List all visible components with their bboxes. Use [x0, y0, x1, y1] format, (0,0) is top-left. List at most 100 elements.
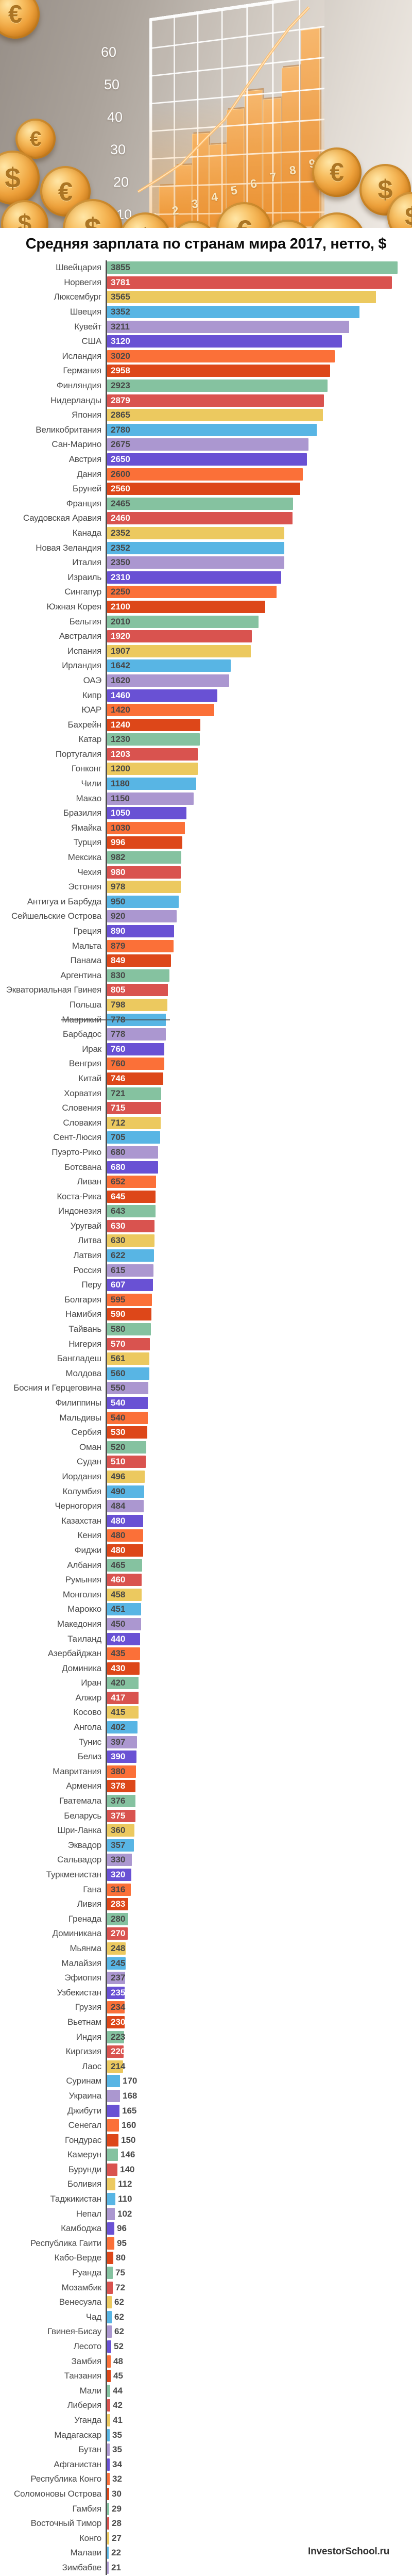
bar-cell: 42 — [106, 2398, 412, 2413]
country-label: Камбоджа — [61, 2223, 101, 2234]
bar-cell: 3565 — [106, 290, 412, 305]
country-label: Республика Гаити — [30, 2238, 101, 2248]
value-bar: 760 — [107, 1058, 164, 1070]
country-label: Либерия — [67, 2400, 102, 2410]
country-label: США — [81, 336, 101, 346]
bar-cell: 380 — [106, 1764, 412, 1779]
value-label: 510 — [111, 1457, 126, 1467]
value-label: 630 — [111, 1220, 126, 1231]
value-bar: 2100 — [107, 600, 265, 613]
title-band: Средняя зарплата по странам мира 2017, н… — [0, 228, 412, 260]
value-bar: 849 — [107, 954, 171, 967]
chart-row: Лаос 214 — [0, 2059, 412, 2074]
bar-cell: 165 — [106, 2103, 412, 2118]
value-bar: 237 — [107, 1972, 125, 1985]
value-label: 35 — [112, 2445, 122, 2455]
value-bar — [107, 2193, 115, 2206]
country-label: Латвия — [73, 1250, 101, 1261]
bar-cell: 2010 — [106, 614, 412, 629]
country-label: Сербия — [71, 1427, 102, 1438]
value-bar — [107, 2134, 118, 2146]
value-label: 22 — [111, 2548, 121, 2558]
country-label: Бурунди — [68, 2164, 101, 2174]
bar-cell: 96 — [106, 2221, 412, 2236]
bar-cell: 615 — [106, 1263, 412, 1278]
country-label: Сан-Марино — [52, 439, 101, 450]
chart-row: Экваториальная Гвинея 805 — [0, 983, 412, 998]
value-bar: 451 — [107, 1603, 141, 1616]
bar-cell: 270 — [106, 1926, 412, 1941]
value-bar: 1030 — [107, 821, 185, 834]
country-label: Румыния — [65, 1575, 101, 1585]
value-bar: 561 — [107, 1352, 149, 1365]
country-label: Южная Корея — [46, 601, 101, 612]
bar-cell: 2923 — [106, 378, 412, 393]
value-bar: 430 — [107, 1662, 140, 1675]
country-label: Гренада — [68, 1913, 101, 1924]
bar-cell: 715 — [106, 1100, 412, 1116]
value-bar: 270 — [107, 1927, 128, 1940]
country-label: Украина — [68, 2090, 102, 2101]
country-label: Афганистан — [54, 2459, 101, 2469]
value-label: 1907 — [111, 646, 130, 656]
chart-row: Зимбабве 21 — [0, 2560, 412, 2575]
bar-cell: 460 — [106, 1572, 412, 1588]
value-label: 223 — [111, 2032, 126, 2042]
bar-cell: 150 — [106, 2133, 412, 2148]
bar-cell: 849 — [106, 953, 412, 968]
bar-cell: 2865 — [106, 407, 412, 423]
country-label: Чад — [85, 2311, 101, 2322]
value-label: 1203 — [111, 749, 130, 759]
country-label: Восточный Тимор — [30, 2518, 102, 2529]
chart-row: Италия 2350 — [0, 555, 412, 570]
country-label: Нидерланды — [50, 395, 101, 405]
bar-cell: 480 — [106, 1513, 412, 1529]
country-label: Доминикана — [52, 1928, 102, 1939]
value-label: 2350 — [111, 557, 130, 568]
value-bar — [107, 2089, 120, 2102]
bar-cell: 520 — [106, 1440, 412, 1455]
chart-row: Фиджи 480 — [0, 1543, 412, 1558]
value-label: 2352 — [111, 527, 130, 538]
chart-row: Малайзия 245 — [0, 1956, 412, 1971]
value-label: 29 — [112, 2503, 122, 2514]
currency-symbol: $ — [329, 224, 345, 228]
value-label: 160 — [122, 2120, 136, 2131]
chart-row: Мозамбик 72 — [0, 2280, 412, 2295]
bar-cell: 2310 — [106, 570, 412, 585]
value-label: 3855 — [111, 262, 130, 273]
country-label: Норвегия — [64, 277, 101, 287]
bar-cell: 458 — [106, 1587, 412, 1603]
chart-row: Уругвай 630 — [0, 1218, 412, 1234]
chart-row: Замбия 48 — [0, 2354, 412, 2369]
bar-cell: 1230 — [106, 732, 412, 747]
value-label: 150 — [121, 2135, 136, 2145]
country-label: Косово — [73, 1707, 101, 1718]
country-label: Оман — [79, 1442, 101, 1452]
value-bar: 805 — [107, 984, 168, 997]
bar-cell: 435 — [106, 1646, 412, 1661]
country-label: Ангола — [74, 1722, 101, 1732]
chart-row: Венгрия 760 — [0, 1056, 412, 1071]
chart-row: Уганда 41 — [0, 2413, 412, 2428]
country-label: Исландия — [62, 351, 101, 361]
value-label: 540 — [111, 1412, 126, 1423]
bar-cell: 570 — [106, 1336, 412, 1351]
bar-cell: 168 — [106, 2088, 412, 2104]
chart-row: Кабо-Верде 80 — [0, 2251, 412, 2266]
chart-row: Камбоджа 96 — [0, 2221, 412, 2236]
value-label: 680 — [111, 1162, 126, 1172]
country-label: Белиз — [77, 1752, 101, 1762]
country-label: Джибути — [67, 2105, 101, 2116]
value-bar: 1420 — [107, 704, 214, 717]
country-label: Монголия — [62, 1589, 101, 1599]
value-bar — [107, 2222, 114, 2235]
chart-row: Кувейт 3211 — [0, 319, 412, 334]
bar-cell: 27 — [106, 2531, 412, 2546]
bar-cell: 645 — [106, 1189, 412, 1204]
chart-row: Польша 798 — [0, 997, 412, 1013]
country-label: Армения — [66, 1781, 101, 1791]
value-label: 460 — [111, 1575, 126, 1585]
bar-cell: 490 — [106, 1484, 412, 1499]
